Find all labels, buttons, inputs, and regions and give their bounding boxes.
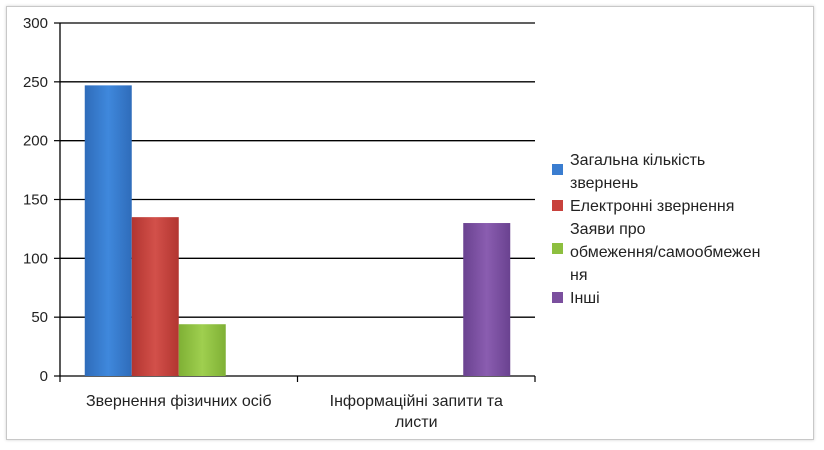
bars [84,85,511,376]
legend: Загальна кількість звернень Електронні зве… [552,152,760,307]
legend-label: обмеження/самообмежен [570,244,760,261]
bar [131,217,179,376]
y-tick-label: 100 [23,250,48,267]
legend-swatch [552,292,563,303]
y-tick-label: 250 [23,74,48,91]
tick-labels: 0 50 100 150 200 250 300 Звернення фізичних осі… [23,15,503,431]
legend-label: Загальна кількість [570,152,705,169]
legend-label: звернень [570,175,638,192]
legend-label: Інші [570,290,600,307]
bar [84,85,132,376]
axes [54,22,536,382]
y-tick-label: 150 [23,192,48,209]
legend-label: ня [570,267,588,284]
y-tick-label: 300 [23,15,48,32]
legend-swatch [552,200,563,211]
legend-label: Заяви про [570,221,646,238]
bar [178,324,226,376]
y-tick-label: 50 [31,309,48,326]
legend-swatch [552,164,563,175]
y-tick-label: 200 [23,133,48,150]
legend-label: Електронні звернення [570,198,734,215]
category-label: листи [395,414,438,431]
category-label: Звернення фізичних осіб [86,393,271,410]
legend-swatch [552,243,563,254]
bar [463,223,511,376]
y-tick-label: 0 [40,368,48,385]
category-label: Інформаційні запити та [330,393,503,410]
